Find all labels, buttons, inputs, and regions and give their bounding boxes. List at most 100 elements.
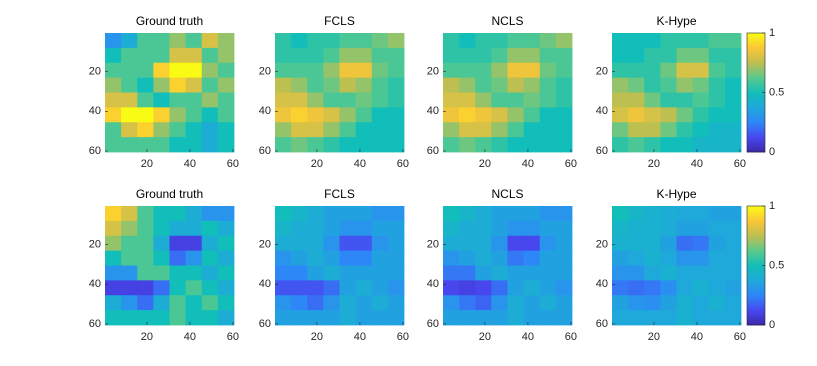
- colorbar-step: [747, 48, 765, 52]
- heatmap-cell: [185, 206, 203, 222]
- heatmap-cell: [105, 235, 122, 252]
- colorbar-step: [747, 72, 765, 76]
- heatmap-cell: [491, 137, 508, 153]
- heatmap-cell: [307, 250, 324, 266]
- colorbar-step: [747, 311, 765, 314]
- y-tick-label: 40: [596, 278, 608, 290]
- heatmap-cell: [217, 280, 235, 296]
- colorbar-step: [747, 104, 765, 107]
- heatmap-cell: [475, 77, 492, 93]
- colorbar-tick-label: 0.5: [769, 86, 784, 98]
- heatmap-cell: [644, 77, 661, 93]
- heatmap-cell: [169, 122, 187, 138]
- heatmap-cell: [201, 220, 219, 237]
- heatmap-cell: [475, 62, 492, 79]
- heatmap-cell: [724, 250, 742, 266]
- x-tick-label: 40: [691, 158, 703, 170]
- heatmap-cell: [355, 33, 373, 49]
- colorbar-step: [747, 295, 765, 298]
- heatmap-cell: [307, 206, 324, 222]
- heatmap-cell: [137, 92, 154, 108]
- heatmap-cell: [523, 280, 541, 296]
- heatmap-cell: [105, 265, 122, 281]
- heatmap-cell: [443, 47, 460, 64]
- x-tick-label: 20: [311, 158, 323, 170]
- heatmap-cell: [443, 77, 460, 93]
- colorbar-step: [747, 319, 765, 322]
- y-tick-label: 60: [89, 145, 101, 157]
- heatmap-cell: [676, 280, 694, 296]
- heatmap-cell: [137, 62, 154, 79]
- heatmap-cell: [323, 310, 340, 326]
- heatmap-cell: [153, 206, 170, 222]
- heatmap-cell: [676, 107, 694, 123]
- heatmap-cell: [443, 137, 460, 153]
- heatmap-cell: [475, 295, 492, 311]
- heatmap-cell: [275, 235, 292, 252]
- heatmap-cell: [555, 280, 573, 296]
- colorbar-step: [747, 114, 765, 117]
- heatmap-cell: [539, 250, 557, 266]
- heatmap-cell: [137, 107, 154, 123]
- heatmap-cell: [507, 33, 525, 49]
- y-tick-label: 20: [596, 239, 608, 251]
- heatmap-cell: [692, 33, 710, 49]
- heatmap-cell: [217, 310, 235, 326]
- heatmap-cell: [355, 295, 373, 311]
- heatmap-cell: [153, 220, 170, 237]
- heatmap-cell: [523, 107, 541, 123]
- heatmap-cell: [275, 137, 292, 153]
- heatmap-cell: [628, 47, 645, 64]
- heatmap-cell: [185, 295, 203, 311]
- heatmap-cell: [475, 47, 492, 64]
- colorbar-step: [747, 221, 765, 225]
- heatmap-cell: [523, 137, 541, 153]
- heatmap-cell: [555, 107, 573, 123]
- colorbar-step: [747, 299, 765, 302]
- colorbar-step: [747, 146, 765, 149]
- heatmap-cell: [507, 250, 525, 266]
- heatmap-cell: [307, 92, 324, 108]
- heatmap-cell: [612, 33, 629, 49]
- heatmap-cell: [628, 220, 645, 237]
- heatmap-cell: [291, 280, 308, 296]
- heatmap-cell: [185, 107, 203, 123]
- heatmap-cell: [137, 137, 154, 153]
- heatmap-cell: [201, 137, 219, 153]
- heatmap-cell: [724, 33, 742, 49]
- heatmap-cell: [443, 295, 460, 311]
- heatmap-cell: [628, 122, 645, 138]
- heatmap-cell: [291, 137, 308, 153]
- colorbar-step: [747, 34, 765, 38]
- heatmap-cell: [339, 122, 357, 138]
- colorbar-tick-label: 0: [769, 319, 775, 331]
- heatmap-cell: [371, 62, 389, 79]
- colorbar-step: [747, 285, 765, 288]
- heatmap-cell: [291, 107, 308, 123]
- heatmap-cell: [169, 137, 187, 153]
- heatmap-cell: [507, 62, 525, 79]
- heatmap-cell: [371, 206, 389, 222]
- heatmap-cell: [153, 137, 170, 153]
- heatmap-cell: [201, 250, 219, 266]
- colorbar-step: [747, 291, 765, 294]
- heatmap-cell: [491, 310, 508, 326]
- heatmap-cell: [387, 62, 405, 79]
- heatmap-cell: [555, 206, 573, 222]
- heatmap-cell: [628, 77, 645, 93]
- y-tick-label: 40: [89, 278, 101, 290]
- heatmap-cell: [644, 33, 661, 49]
- heatmap-cell: [105, 310, 122, 326]
- heatmap-cell: [323, 235, 340, 252]
- heatmap-cell: [628, 62, 645, 79]
- heatmap-cell: [105, 206, 122, 222]
- heatmap-cell: [371, 265, 389, 281]
- heatmap-cell: [355, 206, 373, 222]
- heatmap-cell: [291, 47, 308, 64]
- heatmap-cell: [275, 47, 292, 64]
- heatmap-cell: [371, 220, 389, 237]
- colorbar-step: [747, 207, 765, 211]
- heatmap-cell: [443, 62, 460, 79]
- heatmap-cell: [387, 206, 405, 222]
- heatmap-cell: [201, 280, 219, 296]
